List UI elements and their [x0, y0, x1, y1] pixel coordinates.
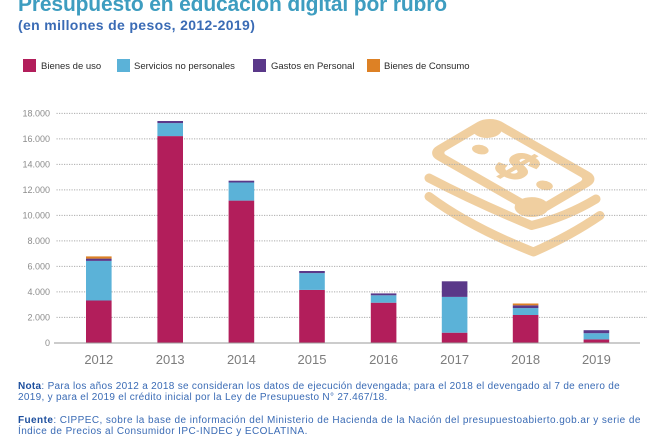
- svg-text:2013: 2013: [156, 352, 185, 367]
- svg-text:18.000: 18.000: [22, 108, 50, 118]
- svg-text:16.000: 16.000: [22, 134, 50, 144]
- svg-text:2016: 2016: [369, 352, 398, 367]
- svg-text:2018: 2018: [511, 352, 540, 367]
- svg-text:14.000: 14.000: [22, 159, 50, 169]
- svg-text:0: 0: [45, 338, 50, 348]
- svg-text:2012: 2012: [84, 352, 113, 367]
- svg-text:2014: 2014: [227, 352, 256, 367]
- svg-text:10.000: 10.000: [22, 210, 50, 220]
- svg-text:4.000: 4.000: [27, 287, 50, 297]
- svg-text:2019: 2019: [582, 352, 611, 367]
- svg-text:6.000: 6.000: [27, 261, 50, 271]
- svg-text:2017: 2017: [440, 352, 469, 367]
- svg-text:8.000: 8.000: [27, 236, 50, 246]
- svg-text:2.000: 2.000: [27, 312, 50, 322]
- svg-text:12.000: 12.000: [22, 185, 50, 195]
- svg-text:2015: 2015: [298, 352, 327, 367]
